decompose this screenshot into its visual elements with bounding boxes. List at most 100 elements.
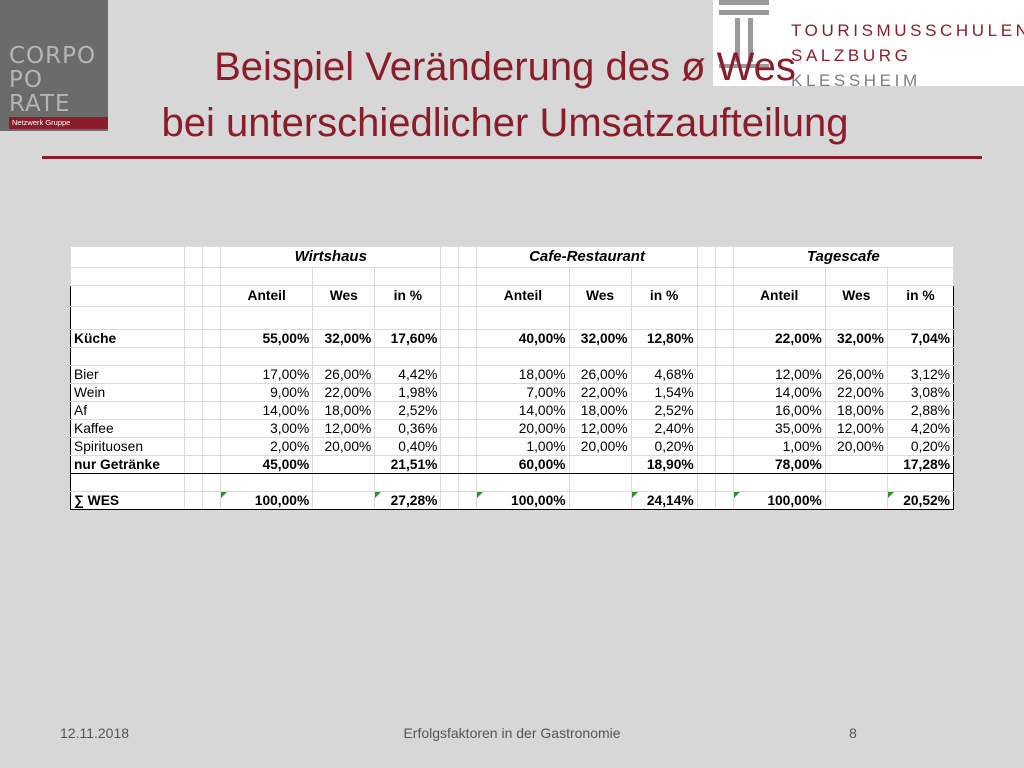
- table-cell: [696, 347, 716, 366]
- table-cell: [440, 306, 460, 330]
- table-cell: 1,00%: [476, 437, 570, 456]
- table-cell: 4,42%: [374, 365, 442, 384]
- column-header: Anteil: [732, 285, 826, 307]
- table-cell: [202, 473, 222, 492]
- table-cell: 14,00%: [476, 401, 570, 420]
- table-cell: 0,20%: [886, 437, 955, 456]
- table-cell: [220, 473, 314, 492]
- table-cell: [440, 473, 460, 492]
- table-cell: [202, 419, 222, 438]
- logo-text-line: TOURISMUSSCHULEN: [791, 21, 1024, 40]
- table-cell: 100,00%: [732, 491, 826, 510]
- table-cell: [184, 455, 204, 474]
- table-cell: 18,90%: [630, 455, 698, 474]
- row-label: Bier: [69, 365, 186, 384]
- table-cell: [184, 246, 204, 268]
- table-cell: 12,00%: [312, 419, 376, 438]
- table-cell: 14,00%: [732, 383, 826, 402]
- spacer-row: [69, 306, 955, 330]
- table-cell: [374, 347, 442, 366]
- table-cell: [374, 267, 442, 286]
- table-cell: [440, 401, 460, 420]
- table-cell: [69, 347, 186, 366]
- table-cell: 27,28%: [374, 491, 442, 510]
- table-cell: [714, 473, 734, 492]
- table-cell: 12,00%: [568, 419, 632, 438]
- table-cell: [824, 267, 888, 286]
- table-cell: [440, 455, 460, 474]
- table-cell: 7,04%: [886, 329, 955, 348]
- table-cell: [714, 365, 734, 384]
- table-cell: [202, 306, 222, 330]
- table-cell: [458, 365, 478, 384]
- table-row-kueche: Küche 55,00% 32,00% 17,60% 40,00% 32,00%…: [69, 329, 955, 348]
- table-cell: [220, 347, 314, 366]
- table-cell: [312, 473, 376, 492]
- table-cell: [568, 455, 632, 474]
- table-cell: [458, 437, 478, 456]
- table-cell: 2,52%: [630, 401, 698, 420]
- corporate-logo-word: RATE: [9, 91, 71, 117]
- table-cell: [458, 329, 478, 348]
- table-cell: [184, 347, 204, 366]
- table-cell: [440, 285, 460, 307]
- table-cell: [69, 267, 186, 286]
- table-cell: [732, 306, 826, 330]
- row-label: Af: [69, 401, 186, 420]
- table-cell: 17,28%: [886, 455, 955, 474]
- spreadsheet-table: Wirtshaus Cafe-Restaurant Tagescafe Ante…: [69, 246, 955, 510]
- table-cell: [714, 329, 734, 348]
- table-cell: [714, 491, 734, 510]
- table-cell: [458, 306, 478, 330]
- table-cell: [440, 383, 460, 402]
- table-cell: 4,20%: [886, 419, 955, 438]
- table-cell: [458, 455, 478, 474]
- table-cell: [312, 267, 376, 286]
- table-cell: 12,00%: [732, 365, 826, 384]
- column-header: Wes: [824, 285, 888, 307]
- table-cell: 32,00%: [312, 329, 376, 348]
- table-cell: [886, 267, 955, 286]
- table-cell: [202, 285, 222, 307]
- column-header: in %: [374, 285, 442, 307]
- table-cell: [458, 401, 478, 420]
- table-cell: [696, 473, 716, 492]
- table-cell: 2,52%: [374, 401, 442, 420]
- table-cell: [440, 246, 460, 268]
- page-number: 8: [849, 725, 857, 741]
- corporate-logo-word: PO: [9, 67, 43, 93]
- table-row-af: Af 14,00% 18,00% 2,52% 14,00% 18,00% 2,5…: [69, 401, 955, 420]
- table-cell: 22,00%: [824, 383, 888, 402]
- row-label: Spirituosen: [69, 437, 186, 456]
- table-cell: [440, 347, 460, 366]
- table-cell: 18,00%: [568, 401, 632, 420]
- table-cell: [714, 419, 734, 438]
- table-cell: [714, 401, 734, 420]
- table-cell: 20,00%: [824, 437, 888, 456]
- table-cell: [568, 473, 632, 492]
- table-cell: [886, 306, 955, 330]
- table-cell: [184, 419, 204, 438]
- table-cell: 26,00%: [568, 365, 632, 384]
- table-cell: [476, 347, 570, 366]
- table-row-bier: Bier 17,00% 26,00% 4,42% 18,00% 26,00% 4…: [69, 365, 955, 384]
- table-cell: [312, 455, 376, 474]
- table-cell: [568, 267, 632, 286]
- column-header: Anteil: [220, 285, 314, 307]
- table-cell: 78,00%: [732, 455, 826, 474]
- table-cell: 12,00%: [824, 419, 888, 438]
- table-cell: 0,40%: [374, 437, 442, 456]
- column-header-row: Anteil Wes in % Anteil Wes in % Anteil W…: [69, 285, 955, 307]
- table-cell: [312, 347, 376, 366]
- table-cell: 24,14%: [630, 491, 698, 510]
- table-cell: [312, 491, 376, 510]
- table-cell: [69, 285, 186, 307]
- table-cell: [220, 267, 314, 286]
- table-row-kaffee: Kaffee 3,00% 12,00% 0,36% 20,00% 12,00% …: [69, 419, 955, 438]
- table-cell: [714, 455, 734, 474]
- table-cell: [184, 329, 204, 348]
- group-header: Cafe-Restaurant: [476, 246, 698, 268]
- table-cell: 100,00%: [476, 491, 570, 510]
- table-cell: [440, 491, 460, 510]
- table-cell: [732, 347, 826, 366]
